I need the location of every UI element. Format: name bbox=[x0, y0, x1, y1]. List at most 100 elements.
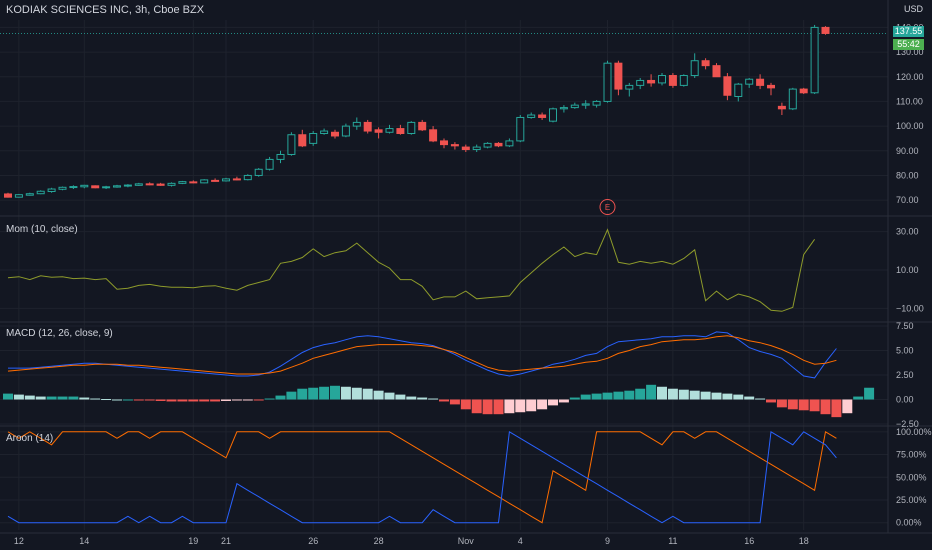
candle-body bbox=[200, 179, 209, 184]
macd-histogram-bar bbox=[199, 399, 210, 402]
macd-histogram-bar bbox=[515, 399, 526, 413]
candle-body bbox=[559, 107, 568, 110]
candle-body bbox=[36, 190, 45, 195]
candle-body bbox=[549, 108, 557, 122]
y-tick-label: 120.00 bbox=[896, 72, 924, 82]
macd-histogram-bar bbox=[678, 389, 689, 400]
candle-body bbox=[178, 181, 187, 184]
x-tick-label: 21 bbox=[221, 536, 231, 546]
macd-histogram-bar bbox=[373, 390, 384, 400]
x-tick-label: 16 bbox=[744, 536, 754, 546]
candle-body bbox=[592, 100, 601, 106]
candle-body bbox=[352, 121, 361, 127]
macd-histogram-bar bbox=[406, 396, 417, 400]
x-tick-label: 14 bbox=[79, 536, 89, 546]
candle-body bbox=[80, 184, 89, 188]
y-tick-label: −10.00 bbox=[896, 303, 924, 313]
x-tick-label: 28 bbox=[374, 536, 384, 546]
macd-histogram-bar bbox=[548, 399, 558, 406]
macd-histogram-bar bbox=[689, 390, 700, 400]
macd-histogram-bar bbox=[417, 397, 428, 400]
candle-body bbox=[450, 144, 459, 147]
candle-body bbox=[113, 185, 121, 188]
macd-histogram-bar bbox=[46, 396, 57, 400]
aroon-down-line bbox=[7, 430, 837, 524]
candle-body bbox=[91, 185, 100, 189]
macd-histogram-bar bbox=[602, 392, 613, 400]
macd-histogram-bar bbox=[733, 394, 744, 400]
candle-body bbox=[254, 168, 263, 176]
candle-body bbox=[363, 121, 372, 132]
candle-body bbox=[788, 88, 797, 110]
macd-histogram-bar bbox=[122, 399, 133, 401]
macd-histogram-bar bbox=[667, 388, 678, 400]
momentum-line bbox=[7, 228, 816, 312]
last-price-badge: 137.55 bbox=[893, 26, 924, 37]
macd-histogram-bar bbox=[439, 399, 449, 402]
macd-histogram-bar bbox=[275, 395, 286, 400]
candle-body bbox=[211, 179, 220, 182]
candle-body bbox=[538, 114, 547, 118]
y-tick-label: 70.00 bbox=[896, 195, 919, 205]
earnings-marker-label: E bbox=[605, 203, 610, 212]
price-pane[interactable] bbox=[0, 24, 888, 198]
y-tick-label: 90.00 bbox=[896, 146, 919, 156]
x-tick-label: 11 bbox=[668, 536, 677, 546]
candle-body bbox=[603, 62, 612, 102]
candle-body bbox=[189, 181, 198, 184]
candle-body bbox=[701, 60, 710, 67]
x-tick-label: 4 bbox=[518, 536, 523, 546]
candle-body bbox=[679, 75, 688, 86]
macd-histogram-bar bbox=[166, 399, 177, 402]
macd-histogram-bar bbox=[853, 396, 864, 400]
macd-histogram-bar bbox=[384, 392, 395, 400]
candle-body bbox=[767, 84, 775, 89]
y-tick-label: 100.00 bbox=[896, 121, 924, 131]
macd-histogram-bar bbox=[755, 398, 766, 400]
macd-pane[interactable] bbox=[3, 331, 875, 418]
candle-body bbox=[723, 76, 732, 96]
candle-body bbox=[570, 104, 579, 109]
macd-histogram-bar bbox=[330, 385, 340, 400]
grid-lines bbox=[0, 20, 888, 530]
candle-body bbox=[494, 142, 503, 147]
candle-body bbox=[396, 128, 405, 135]
macd-histogram-bar bbox=[57, 396, 68, 400]
candle-body bbox=[690, 60, 699, 77]
macd-histogram-bar bbox=[624, 390, 635, 400]
macd-histogram-bar bbox=[842, 399, 853, 414]
macd-histogram-bar bbox=[68, 396, 79, 400]
y-tick-label: 50.00% bbox=[896, 472, 927, 482]
aroon-pane[interactable] bbox=[7, 430, 837, 524]
macd-histogram-bar bbox=[286, 391, 297, 400]
candle-body bbox=[712, 65, 721, 78]
candle-body bbox=[777, 105, 786, 110]
y-tick-label: 7.50 bbox=[896, 321, 914, 331]
macd-histogram-bar bbox=[395, 394, 406, 400]
candle-body bbox=[581, 103, 590, 106]
candle-body bbox=[745, 78, 754, 85]
candle-body bbox=[145, 183, 154, 186]
macd-histogram-bar bbox=[308, 387, 319, 400]
macd-histogram-bar bbox=[79, 397, 90, 400]
y-tick-label: 100.00% bbox=[896, 427, 932, 437]
macd-histogram-bar bbox=[112, 399, 122, 401]
y-tick-label: 130.00 bbox=[896, 47, 924, 57]
y-tick-label: 5.00 bbox=[896, 346, 914, 356]
y-tick-label: 10.00 bbox=[896, 265, 919, 275]
candle-body bbox=[123, 184, 132, 187]
macd-histogram-bar bbox=[3, 393, 13, 400]
candle-body bbox=[331, 131, 339, 137]
macd-histogram-bar bbox=[809, 399, 820, 412]
macd-histogram-bar bbox=[340, 386, 351, 400]
macd-histogram-bar bbox=[319, 386, 330, 400]
macd-pane-title: MACD (12, 26, close, 9) bbox=[6, 328, 113, 339]
earnings-marker[interactable]: E bbox=[599, 199, 616, 215]
macd-histogram-bar bbox=[428, 398, 439, 400]
candle-body bbox=[4, 193, 12, 198]
momentum-pane[interactable] bbox=[7, 228, 816, 312]
macd-histogram-bar bbox=[646, 384, 657, 400]
candle-body bbox=[102, 186, 111, 189]
macd-histogram-bar bbox=[613, 391, 624, 400]
